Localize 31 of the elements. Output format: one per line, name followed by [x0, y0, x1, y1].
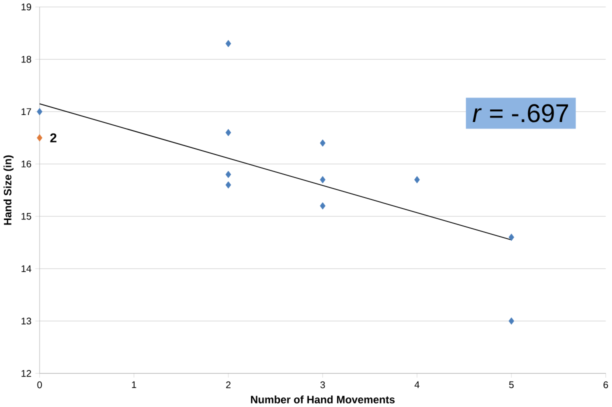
- annotation: 2: [50, 133, 56, 142]
- point: [414, 176, 420, 184]
- x-tick-label: 1: [132, 381, 136, 388]
- point: [508, 234, 514, 241]
- point: [320, 139, 326, 147]
- x-tick-label: 2: [226, 381, 231, 388]
- point: [226, 128, 232, 136]
- point: [320, 202, 326, 210]
- point: [508, 317, 514, 325]
- y-axis-title: Hand Size (in): [4, 155, 14, 225]
- point: [320, 176, 326, 184]
- y-tick-label: 14: [22, 265, 32, 272]
- y-tick-label: 15: [22, 212, 32, 220]
- x-tick-label: 5: [509, 381, 514, 388]
- x-tick-label: 4: [414, 381, 420, 388]
- point: [36, 134, 42, 142]
- x-tick-label: 0: [37, 381, 42, 388]
- point: [226, 181, 232, 189]
- y-tick-label: 19: [22, 4, 32, 10]
- x-axis-title: Number of Hand Movements: [250, 396, 395, 404]
- y-tick-label: 16: [22, 160, 32, 168]
- annotation: r = -.697: [472, 104, 568, 122]
- y-tick-label: 12: [22, 370, 32, 377]
- y-tick-label: 13: [22, 318, 32, 324]
- y-tick-label: 17: [22, 108, 32, 115]
- point: [36, 108, 42, 116]
- point: [226, 40, 232, 48]
- x-tick-label: 3: [320, 381, 325, 388]
- x-tick-label: 6: [604, 381, 608, 388]
- y-tick-label: 18: [22, 56, 32, 63]
- point: [226, 170, 232, 178]
